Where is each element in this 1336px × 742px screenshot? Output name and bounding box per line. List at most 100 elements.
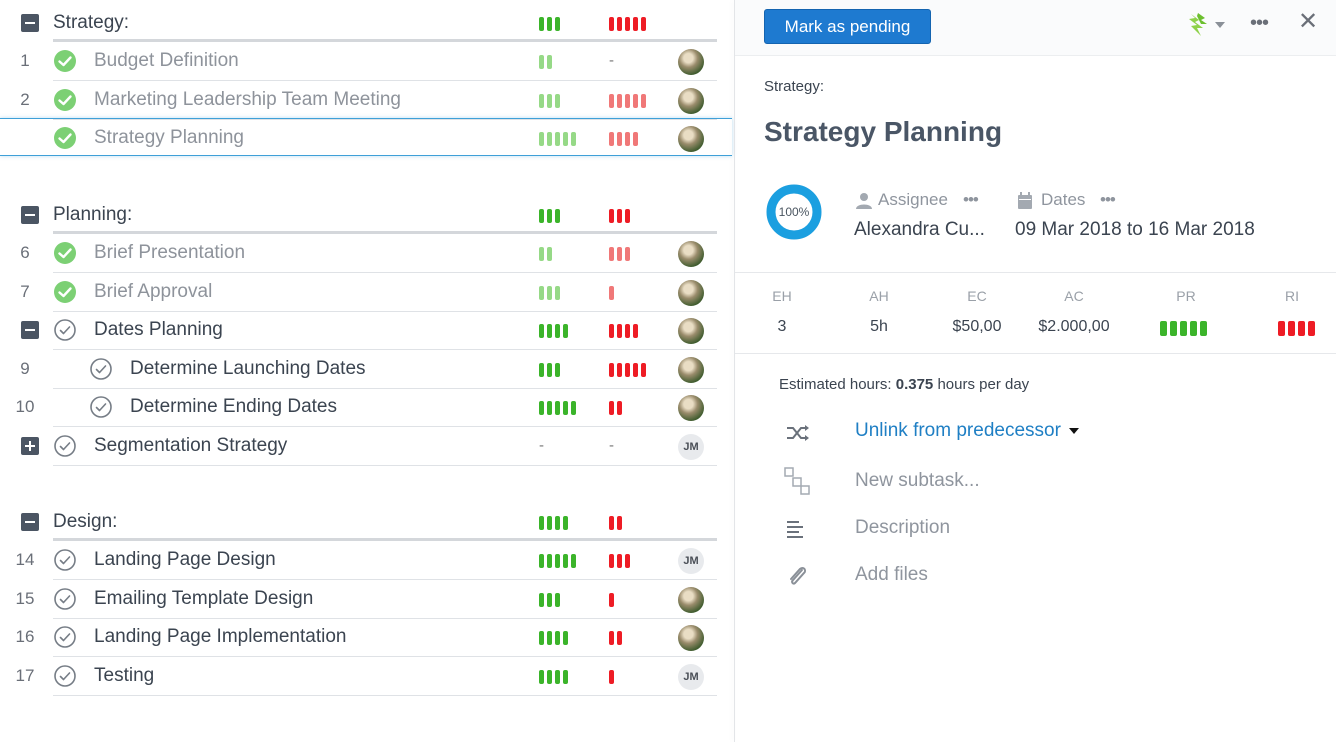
group-header[interactable]: Planning: [0, 196, 734, 234]
avatar-initials[interactable]: JM [678, 433, 704, 460]
stat-ec-value[interactable]: $50,00 [952, 318, 1002, 335]
task-title[interactable]: Strategy Planning [764, 116, 1003, 147]
close-icon[interactable]: ✕ [1297, 8, 1319, 35]
task-row[interactable]: Strategy Planning [0, 119, 734, 157]
stat-ah-value[interactable]: 5h [870, 318, 888, 335]
priority-bars[interactable] [539, 247, 552, 261]
task-label[interactable]: Emailing Template Design [94, 587, 314, 609]
task-label[interactable]: Determine Launching Dates [130, 357, 366, 379]
more-icon[interactable]: ••• [1250, 12, 1269, 34]
task-row[interactable]: 16 Landing Page Implementation [0, 618, 734, 656]
task-row[interactable]: 7 Brief Approval [0, 273, 734, 311]
stat-eh-value[interactable]: 3 [777, 318, 787, 335]
risk-bars[interactable] [609, 247, 630, 261]
task-label[interactable]: Segmentation Strategy [94, 434, 288, 456]
task-label[interactable]: Strategy Planning [94, 127, 244, 148]
risk-bars[interactable] [609, 362, 646, 377]
group-header[interactable]: Design: [0, 503, 734, 541]
priority-bars[interactable] [539, 285, 560, 300]
task-row[interactable]: 6 Brief Presentation [0, 234, 734, 272]
risk-bars[interactable] [609, 285, 614, 300]
task-label[interactable]: Brief Approval [94, 280, 213, 302]
unlink-predecessor-dropdown[interactable]: Unlink from predecessor [855, 420, 1080, 442]
priority-bars[interactable] [539, 132, 576, 146]
risk-bars[interactable] [609, 554, 630, 568]
priority-bars[interactable] [539, 669, 568, 684]
risk-bars[interactable] [609, 324, 638, 338]
dates-more-icon[interactable]: ••• [1100, 190, 1116, 209]
risk-bars[interactable] [609, 669, 614, 684]
risk-bars[interactable] [609, 132, 638, 146]
priority-bars[interactable] [539, 554, 576, 568]
task-label[interactable]: Determine Ending Dates [130, 396, 337, 417]
priority-bars[interactable] [539, 93, 560, 108]
check-open-icon[interactable] [54, 434, 76, 457]
stat-ri-bars[interactable] [1278, 321, 1315, 336]
priority-bars[interactable] [539, 401, 576, 415]
assignee-more-icon[interactable]: ••• [963, 190, 979, 209]
avatar[interactable] [678, 126, 704, 152]
collapse-icon[interactable] [21, 513, 39, 531]
task-label[interactable]: Brief Presentation [94, 242, 246, 263]
task-row[interactable]: Dates Planning [0, 311, 734, 349]
avatar[interactable] [678, 586, 704, 613]
dates-value[interactable]: 09 Mar 2018 to 16 Mar 2018 [1015, 219, 1255, 240]
avatar[interactable] [678, 49, 704, 75]
avatar[interactable] [678, 241, 704, 267]
description-field[interactable]: Description [855, 517, 951, 538]
check-open-icon[interactable] [90, 396, 112, 418]
expand-icon[interactable] [21, 436, 39, 455]
check-open-icon[interactable] [54, 549, 76, 571]
avatar[interactable] [678, 625, 704, 651]
check-open-icon[interactable] [54, 319, 76, 341]
priority-bars[interactable] [539, 592, 560, 607]
collapse-icon[interactable] [21, 206, 39, 224]
group-header[interactable]: Strategy: [0, 4, 734, 42]
task-row[interactable]: Segmentation Strategy - - JM [0, 427, 734, 465]
check-done-icon[interactable] [54, 127, 76, 149]
task-row[interactable]: 1 Budget Definition - [0, 42, 734, 80]
task-row[interactable]: 17 Testing JM [0, 657, 734, 695]
task-label[interactable]: Budget Definition [94, 50, 239, 71]
task-label[interactable]: Testing [94, 664, 155, 686]
new-subtask-input[interactable]: New subtask... [855, 470, 980, 491]
avatar[interactable] [678, 318, 704, 344]
task-row[interactable]: 9 Determine Launching Dates [0, 350, 734, 388]
priority-bars[interactable] [539, 362, 560, 377]
task-label[interactable]: Dates Planning [94, 319, 223, 340]
check-open-icon[interactable] [54, 664, 76, 687]
task-row[interactable]: 2 Marketing Leadership Team Meeting [0, 81, 734, 119]
check-done-icon[interactable] [54, 50, 76, 72]
risk-bars[interactable] [609, 93, 646, 108]
task-label[interactable]: Marketing Leadership Team Meeting [94, 88, 401, 110]
priority-dropdown[interactable] [1185, 10, 1229, 38]
collapse-icon[interactable] [21, 321, 39, 339]
avatar[interactable] [678, 87, 704, 114]
stat-ac-value[interactable]: $2.000,00 [1038, 318, 1110, 335]
check-open-icon[interactable] [54, 587, 76, 610]
avatar-initials[interactable]: JM [678, 663, 704, 690]
avatar[interactable] [678, 356, 704, 383]
add-files-button[interactable]: Add files [855, 564, 928, 585]
risk-bars[interactable] [609, 631, 622, 645]
check-done-icon[interactable] [54, 280, 76, 303]
priority-bars[interactable] [539, 631, 568, 645]
check-open-icon[interactable] [90, 357, 112, 380]
task-label[interactable]: Landing Page Implementation [94, 626, 347, 647]
priority-bars[interactable] [539, 324, 568, 338]
check-open-icon[interactable] [54, 626, 76, 648]
risk-bars[interactable] [609, 592, 614, 607]
task-row[interactable]: 10 Determine Ending Dates [0, 388, 734, 426]
collapse-icon[interactable] [21, 14, 39, 32]
parent-group-label[interactable]: Strategy: [764, 78, 825, 95]
priority-bars[interactable] [539, 55, 552, 69]
avatar[interactable] [678, 279, 704, 306]
mark-as-pending-button[interactable]: Mark as pending [764, 9, 931, 44]
task-row[interactable]: 15 Emailing Template Design [0, 580, 734, 618]
check-done-icon[interactable] [54, 88, 76, 111]
risk-bars[interactable] [609, 401, 622, 415]
check-done-icon[interactable] [54, 242, 76, 264]
avatar[interactable] [678, 395, 704, 421]
avatar-initials[interactable]: JM [678, 548, 704, 574]
stat-pr-bars[interactable] [1160, 321, 1207, 336]
